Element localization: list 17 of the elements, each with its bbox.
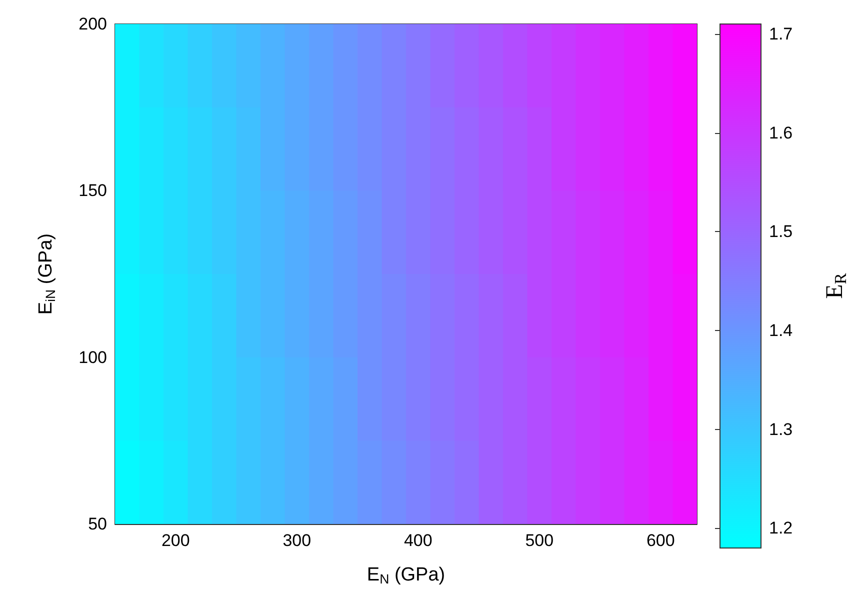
y-axis-title: EiN (GPa) [36, 233, 58, 315]
y-tick-label: 150 [78, 181, 107, 200]
color-bar-label: 1.2 [769, 518, 793, 538]
x-tick-label: 600 [646, 531, 675, 550]
y-tick-label: 50 [88, 514, 107, 534]
x-tick-label: 300 [282, 531, 312, 550]
x-tick-label: 200 [161, 531, 190, 550]
color-bar-label: 1.7 [769, 24, 793, 44]
color-bar-label: 1.4 [769, 320, 793, 340]
color-bar-label: 1.5 [769, 222, 793, 242]
color-bar-label: 1.3 [769, 420, 793, 439]
y-tick-label: 200 [78, 14, 107, 34]
x-tick-label: 500 [525, 531, 554, 550]
x-tick-label: 400 [404, 531, 432, 550]
color-bar-title: ER [822, 272, 850, 299]
y-tick-label: 100 [78, 348, 107, 367]
color-bar-label: 1.6 [769, 123, 793, 142]
